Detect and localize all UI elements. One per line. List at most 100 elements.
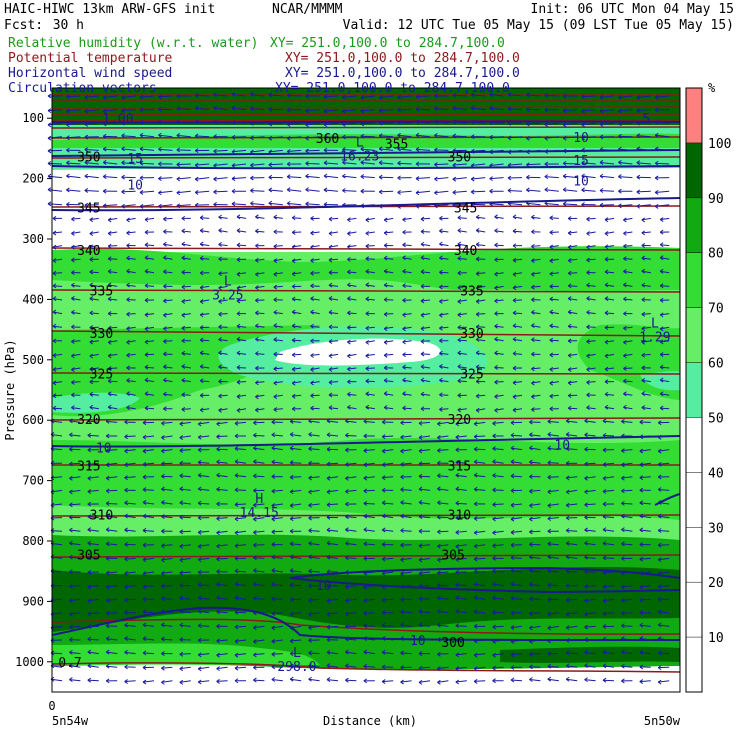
- theta-line-360: [52, 127, 680, 128]
- wind-vector: [419, 586, 430, 587]
- wind-vector: [161, 599, 172, 600]
- colorbar-unit: %: [708, 81, 716, 95]
- wind-vector: [548, 585, 559, 586]
- legend-field-xy: XY= 251.0,100.0 to 284.7,100.0: [270, 36, 505, 51]
- extremum-symbol: L: [293, 646, 301, 661]
- wind-vector: [618, 123, 632, 124]
- legend-field-name: Horizontal wind speed: [8, 66, 172, 81]
- wind-vector: [290, 599, 301, 600]
- wind-speed-label: 10: [410, 634, 426, 649]
- field-legend: Relative humidity (w.r.t. water) XY= 251.…: [8, 36, 520, 96]
- wind-vector: [434, 164, 448, 165]
- wind-vector: [618, 136, 632, 137]
- legend-field-xy: XY= 251.0,100.0 to 284.7,100.0: [275, 81, 510, 96]
- wind-vector: [471, 191, 485, 192]
- wind-vector: [306, 150, 320, 151]
- model-title: HAIC-HIWC 13km ARW-GFS init: [4, 2, 215, 17]
- wind-vector: [361, 123, 375, 124]
- theta-label: 330: [90, 327, 113, 342]
- wind-vector: [508, 191, 522, 192]
- wind-vector: [290, 585, 301, 586]
- theta-label: 345: [77, 202, 100, 217]
- wind-vector: [161, 586, 172, 587]
- y-tick-label: 900: [22, 594, 44, 608]
- theta-label: 350: [77, 150, 100, 165]
- y-tick-label: 700: [22, 474, 44, 488]
- colorbar-band: [686, 143, 702, 198]
- legend-field-name: Circulation vectors: [8, 81, 157, 96]
- colorbar-label: 80: [708, 247, 724, 262]
- wind-vector: [235, 490, 246, 491]
- header: HAIC-HIWC 13km ARW-GFS init NCAR/MMMM In…: [4, 2, 734, 33]
- forecast-label: Fcst:: [4, 18, 43, 33]
- wind-vector: [106, 613, 117, 614]
- theta-label: 330: [460, 327, 483, 342]
- wind-vector: [195, 95, 209, 96]
- theta-label: 350: [448, 150, 471, 165]
- wind-vector: [545, 95, 559, 96]
- colorbar-label: 40: [708, 466, 724, 481]
- colorbar-band: [686, 308, 702, 363]
- rh-band-darkest-surface: [500, 647, 680, 663]
- wind-speed-label: 10: [554, 438, 570, 453]
- wind-vector: [419, 476, 430, 477]
- wind-vector: [419, 599, 430, 600]
- colorbar-band: [686, 363, 702, 418]
- wind-vector: [235, 504, 246, 505]
- colorbar-label: 30: [708, 521, 724, 536]
- y-tick-label: 200: [22, 172, 44, 186]
- wind-vector: [232, 123, 246, 124]
- wind-vector: [177, 164, 191, 165]
- wind-vector: [548, 463, 559, 464]
- legend-field-name: Relative humidity (w.r.t. water): [8, 36, 258, 51]
- colorbar-label: 50: [708, 411, 724, 426]
- theta-line-top-3: [52, 107, 680, 108]
- theta-label: 300: [441, 636, 464, 651]
- extremum-value: 298.0: [277, 660, 316, 675]
- theta-label: 305: [77, 548, 100, 563]
- theta-label: 0.7: [58, 656, 81, 671]
- theta-label: 325: [90, 368, 113, 383]
- wind-vector: [177, 150, 191, 151]
- wind-vector: [48, 150, 62, 151]
- wind-vector: [416, 96, 430, 97]
- wind-vector: [490, 123, 504, 124]
- colorbar-label: 70: [708, 302, 724, 317]
- wind-speed-label: 10: [316, 579, 332, 594]
- wind-vector: [379, 191, 393, 192]
- wind-vector: [419, 463, 430, 464]
- colorbar-label: 10: [708, 631, 724, 646]
- theta-label: 310: [90, 508, 113, 523]
- extremum-symbol: L: [224, 274, 232, 289]
- wind-vector: [158, 96, 172, 97]
- theta-label: 340: [454, 244, 477, 259]
- colorbar-band: [686, 198, 702, 253]
- colorbar-label: 100: [708, 137, 731, 152]
- y-tick-label: 400: [22, 292, 44, 306]
- wind-speed-label: 10: [573, 131, 589, 146]
- colorbar-label: 60: [708, 357, 724, 372]
- wind-speed-label: 5: [642, 112, 650, 127]
- extremum-symbol: H: [255, 492, 263, 507]
- theta-label: 335: [90, 284, 113, 299]
- colorbar-label: 20: [708, 576, 724, 591]
- extremum-value: 3.25: [212, 288, 243, 303]
- theta-label: 310: [448, 508, 471, 523]
- y-tick-label: 600: [22, 413, 44, 427]
- theta-line-top-4: [52, 114, 680, 115]
- wind-vector: [637, 191, 651, 192]
- theta-label: 320: [77, 413, 100, 428]
- theta-line-325: [52, 373, 680, 374]
- x-left-label: 5n54w: [52, 714, 89, 728]
- theta-label: 305: [441, 548, 464, 563]
- legend-field-name: Potential temperature: [8, 51, 173, 66]
- wind-vector: [250, 191, 264, 192]
- x-origin-label: 0: [48, 699, 55, 713]
- extremum-value: 16.23: [340, 149, 379, 164]
- wind-vector: [364, 503, 375, 504]
- wind-speed-label: 15: [127, 152, 143, 167]
